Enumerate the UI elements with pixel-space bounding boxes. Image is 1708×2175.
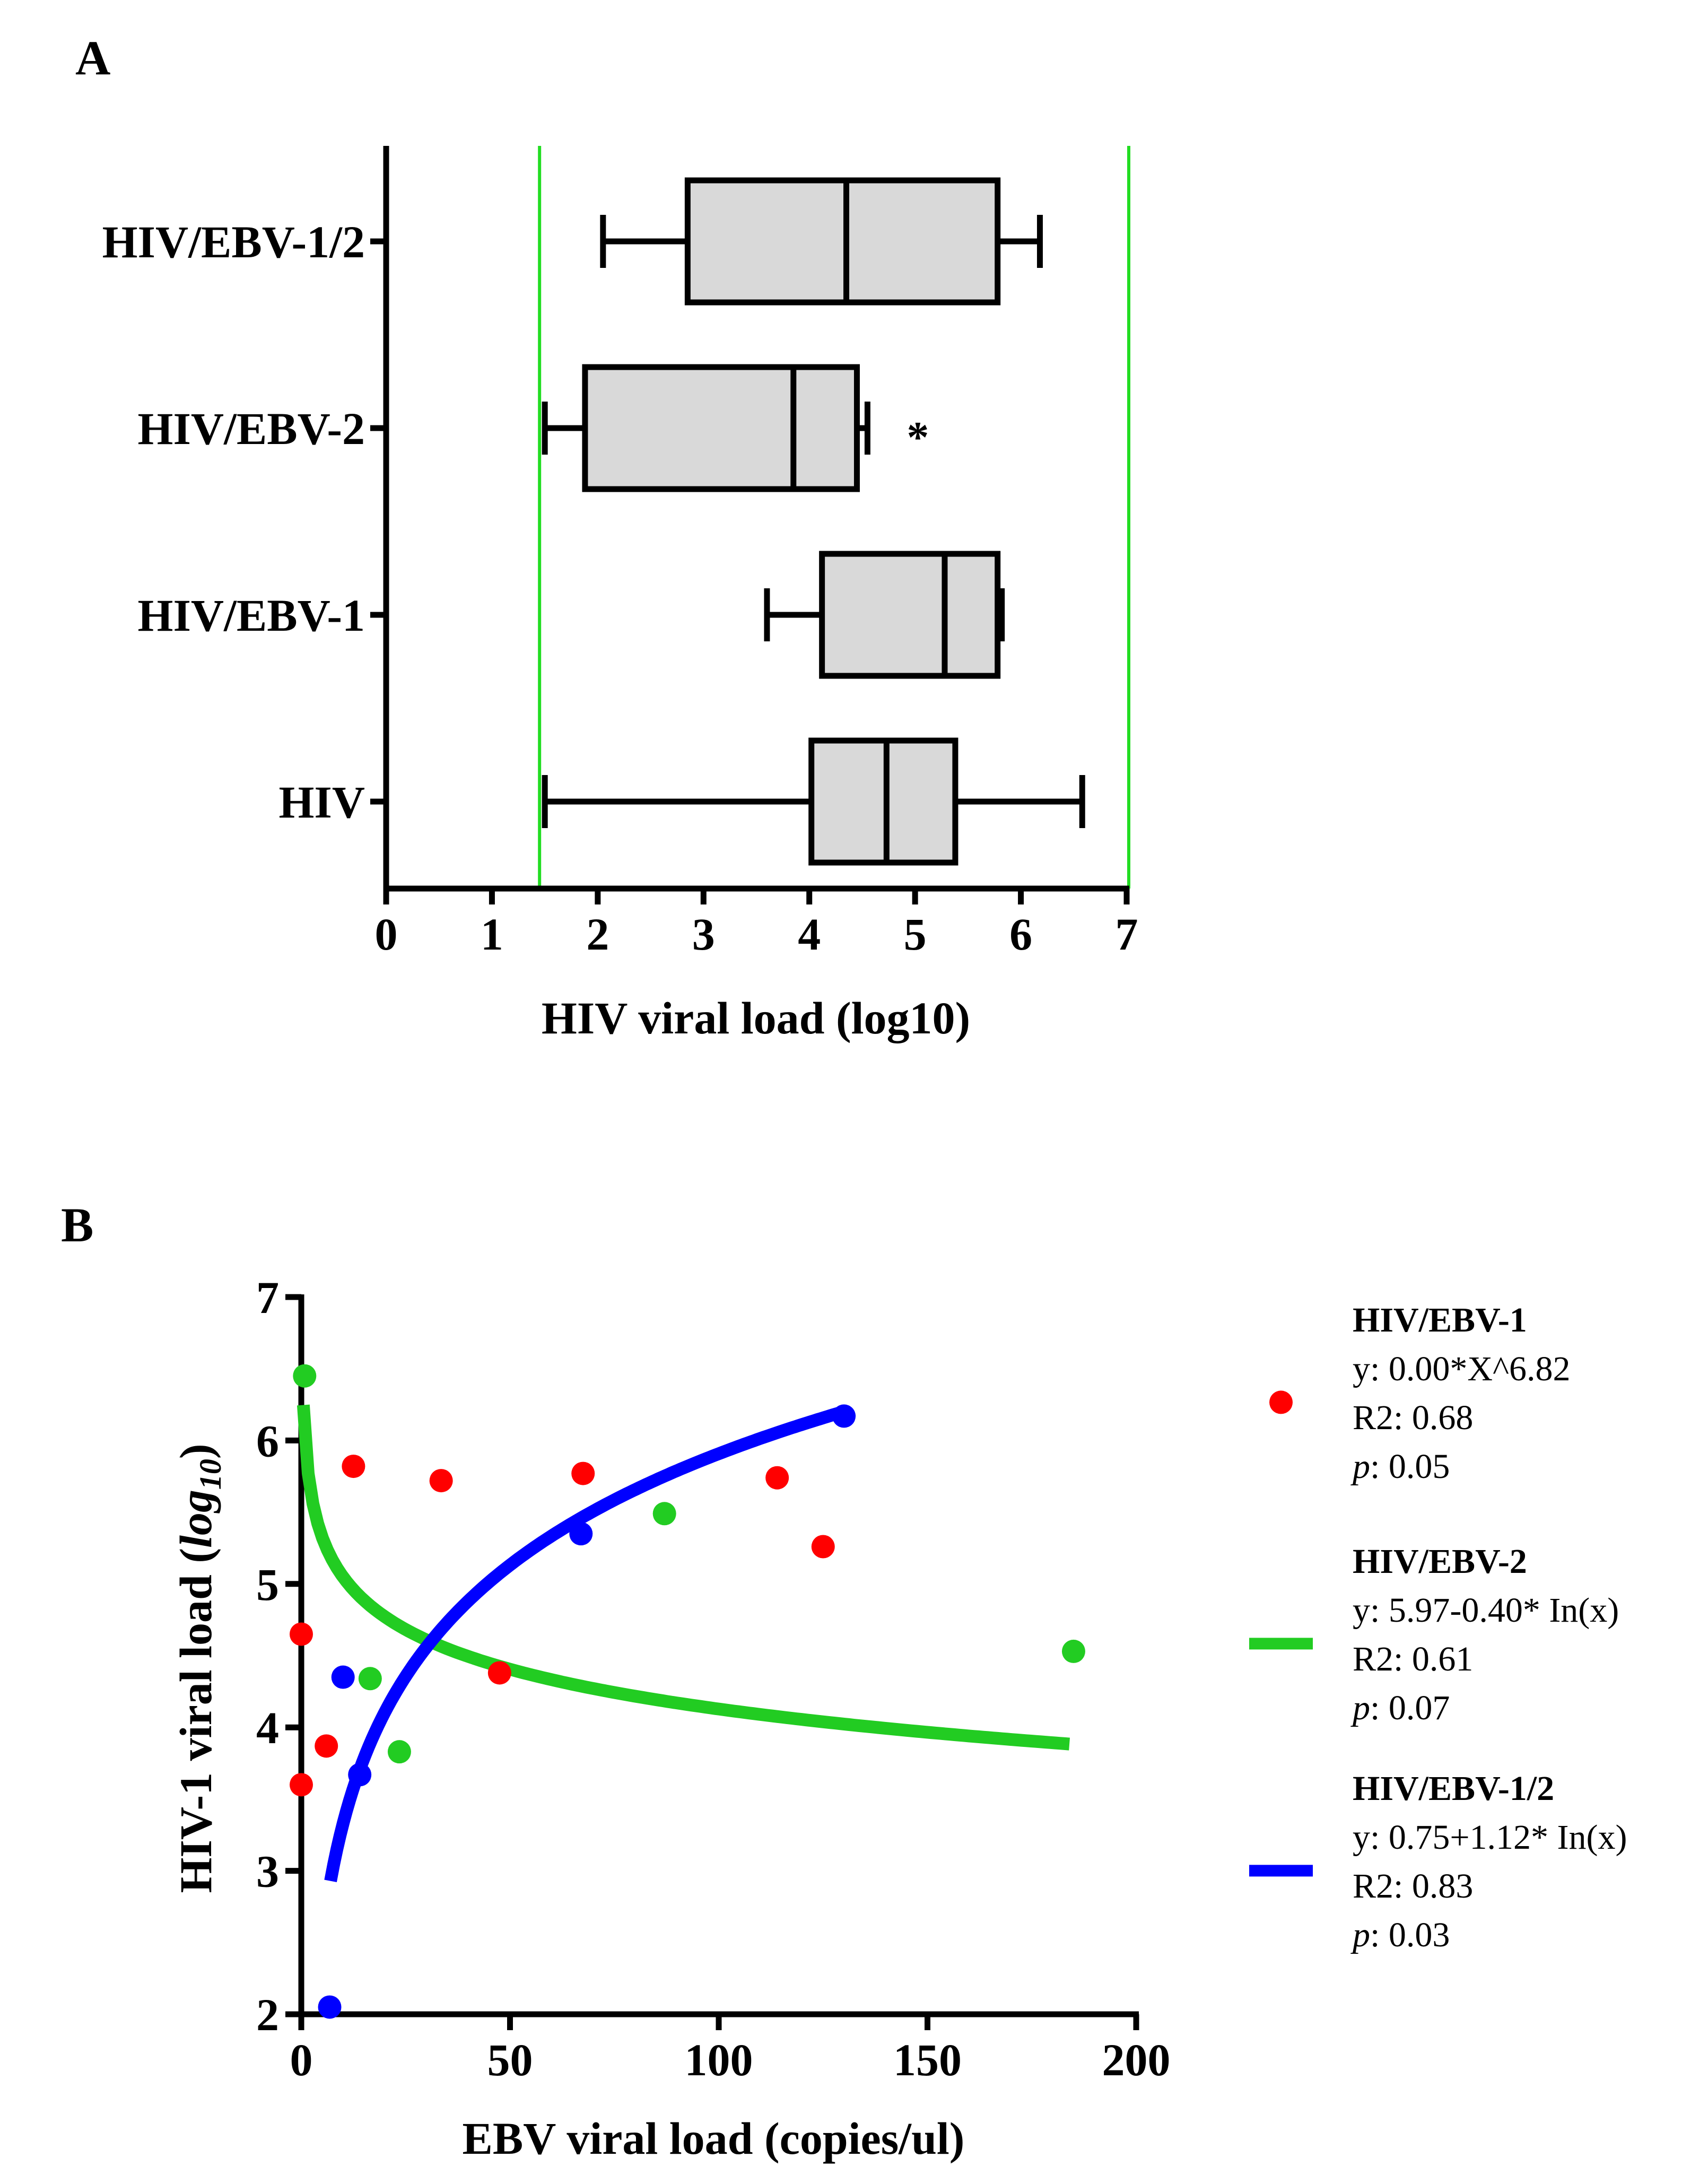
significance-marker: *: [907, 413, 929, 462]
y-tick-labels: 2 3 4 5 6 7: [256, 1272, 279, 2040]
y-tick-label: 5: [256, 1559, 279, 1610]
x-tick-label: 3: [692, 909, 715, 960]
legend-p: p: 0.05: [1350, 1447, 1450, 1486]
data-point: [571, 1461, 595, 1485]
fit-curves: [297, 1404, 1070, 1882]
legend-p-label: p: [1350, 1916, 1370, 1954]
panel-b-scatter: B 0 50 100 150 200 2 3 4 5 6 7 EBV viral load (co…: [61, 1198, 1627, 2164]
data-point: [811, 1535, 835, 1559]
data-point: [569, 1522, 593, 1546]
box: [808, 737, 958, 866]
legend-r2: R2: 0.68: [1353, 1398, 1473, 1437]
x-axis-label: HIV viral load (log10): [542, 993, 970, 1043]
data-point: [290, 1773, 313, 1797]
data-point: [290, 1622, 313, 1646]
x-tick-label: 7: [1116, 909, 1138, 960]
y-axis-label-end: ): [170, 1443, 221, 1459]
legend-r2: R2: 0.61: [1353, 1640, 1473, 1678]
data-point: [342, 1455, 365, 1478]
legend-p: p: 0.07: [1350, 1689, 1450, 1727]
legend-p-label: p: [1350, 1447, 1370, 1486]
y-tick-label: 3: [256, 1846, 279, 1897]
y-axis-label-log: log: [170, 1490, 221, 1548]
legend-title: HIV/EBV-2: [1353, 1542, 1527, 1581]
data-point: [315, 1734, 338, 1758]
data-point: [331, 1665, 355, 1689]
legend-p-value: : 0.07: [1370, 1689, 1450, 1727]
legend-title: HIV/EBV-1: [1353, 1301, 1527, 1339]
y-tick-label: 2: [256, 1989, 279, 2040]
x-tick-label: 50: [487, 2034, 533, 2085]
data-point: [387, 1740, 411, 1764]
legend-title: HIV/EBV-1/2: [1353, 1769, 1554, 1808]
category-labels: HIV/EBV-1/2 HIV/EBV-2 HIV/EBV-1 HIV: [102, 216, 365, 828]
x-tick-label: 2: [586, 909, 609, 960]
category-label: HIV: [279, 777, 365, 828]
y-axis-label: HIV-1 viral load (log10): [170, 1443, 228, 1893]
x-tick-label: 0: [375, 909, 398, 960]
category-label: HIV/EBV-1/2: [102, 216, 365, 267]
x-tick-label: 200: [1102, 2034, 1171, 2085]
y-tick-label: 4: [256, 1702, 279, 1753]
category-label: HIV/EBV-2: [138, 403, 365, 454]
data-point: [348, 1763, 372, 1787]
x-tick-label: 100: [685, 2034, 753, 2085]
data-point: [1061, 1639, 1085, 1663]
y-tick-label: 6: [256, 1415, 279, 1466]
box: [582, 364, 860, 492]
category-label: HIV/EBV-1: [138, 590, 365, 641]
data-points: [290, 1364, 1085, 2019]
legend-p: p: 0.03: [1350, 1916, 1450, 1954]
legend-p-label: p: [1350, 1689, 1370, 1727]
box: [684, 177, 1001, 306]
data-point: [652, 1502, 676, 1526]
box: [819, 551, 1001, 679]
x-tick-labels: 0 1 2 3 4 5 6 7: [375, 909, 1138, 960]
legend-equation: y: 5.97-0.40* In(x): [1353, 1591, 1619, 1630]
data-point: [293, 1364, 317, 1388]
x-tick-labels: 0 50 100 150 200: [290, 2034, 1171, 2085]
data-point: [765, 1466, 789, 1490]
legend-equation: y: 0.75+1.12* In(x): [1353, 1818, 1627, 1857]
fit-curve: [324, 1406, 842, 1882]
x-tick-label: 0: [290, 2034, 313, 2085]
data-point: [487, 1661, 511, 1685]
panel-a-label: A: [75, 31, 110, 85]
legend-p-value: : 0.03: [1370, 1916, 1450, 1954]
y-axis-label-sub: 10: [193, 1459, 228, 1490]
data-point: [318, 1995, 342, 2019]
legend-equation: y: 0.00*X^6.82: [1353, 1350, 1570, 1388]
y-tick-label: 7: [256, 1272, 279, 1323]
data-point: [429, 1469, 453, 1493]
x-tick-label: 150: [893, 2034, 962, 2085]
x-axis-label: EBV viral load (copies/ul): [463, 2113, 965, 2164]
x-tick-label: 4: [798, 909, 821, 960]
x-tick-label: 6: [1009, 909, 1032, 960]
x-tick-label: 1: [481, 909, 503, 960]
reference-lines: [538, 146, 1130, 889]
x-tick-label: 5: [904, 909, 927, 960]
legend-r2: R2: 0.83: [1353, 1867, 1473, 1906]
panel-b-label: B: [61, 1198, 93, 1252]
data-point: [358, 1667, 382, 1691]
axes: [370, 146, 1130, 904]
box-group: *: [542, 177, 1085, 866]
legend-marker: [1269, 1390, 1293, 1414]
data-point: [832, 1404, 856, 1428]
y-axis-label-main: HIV-1 viral load (: [170, 1548, 221, 1893]
legend-p-value: : 0.05: [1370, 1447, 1450, 1486]
fit-curve: [297, 1404, 1070, 1751]
